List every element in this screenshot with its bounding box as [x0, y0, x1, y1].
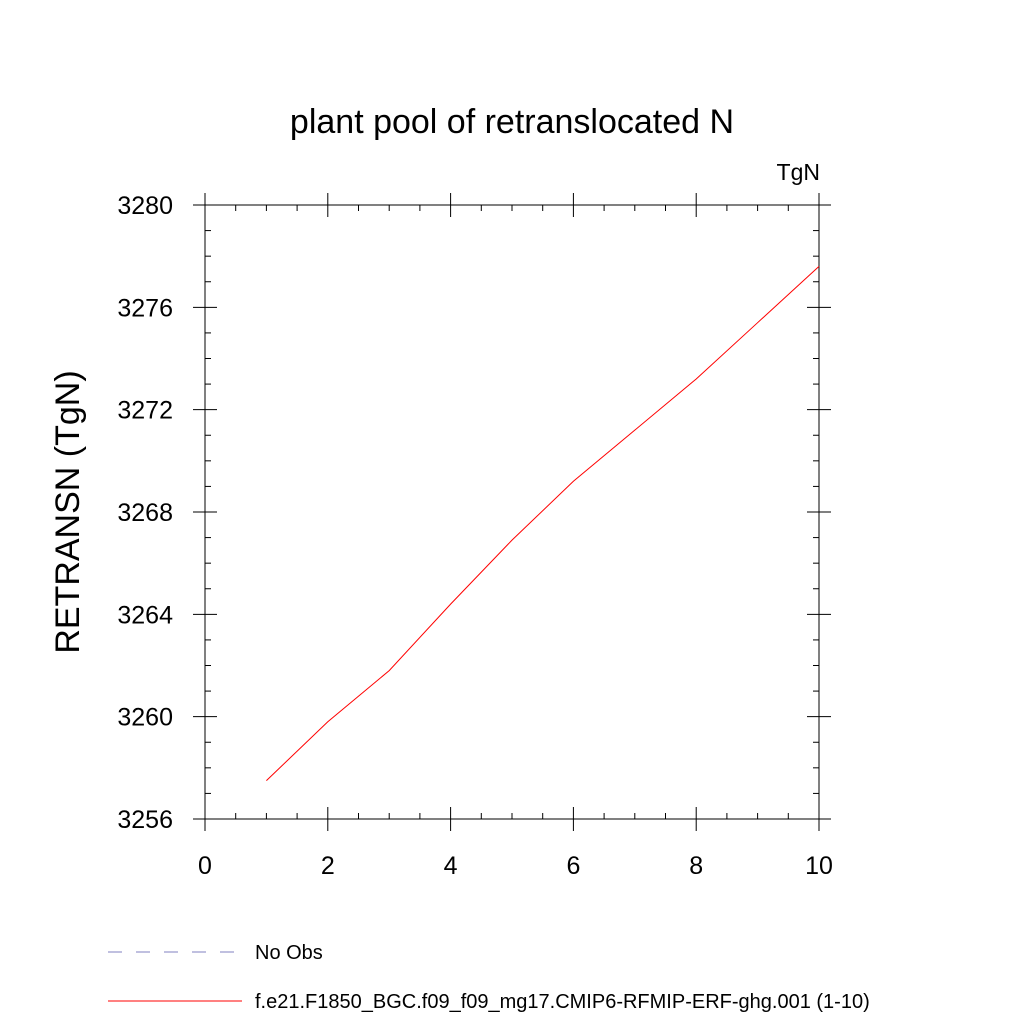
tick-labels: 0 2 4 6 8 10 3256 3260 3264 3268 3272 3276 3280: [117, 192, 833, 880]
y-tick-label: 3280: [117, 192, 173, 220]
legend-label: No Obs: [255, 942, 323, 964]
x-tick-label: 0: [198, 852, 212, 880]
axis-ticks: [193, 193, 831, 831]
x-tick-label: 4: [444, 852, 458, 880]
x-tick-label: 10: [805, 852, 833, 880]
y-tick-label: 3276: [117, 294, 173, 322]
y-tick-label: 3268: [117, 499, 173, 527]
x-tick-label: 8: [689, 852, 703, 880]
x-tick-label: 6: [566, 852, 580, 880]
plot-frame: [204, 204, 820, 820]
legend: No Obs f.e21.F1850_BGC.f09_f09_mg17.CMIP6…: [108, 942, 870, 1013]
legend-label: f.e21.F1850_BGC.f09_f09_mg17.CMIP6-RFMIP…: [255, 991, 870, 1013]
y-tick-label: 3256: [117, 806, 173, 834]
y-tick-label: 3264: [117, 601, 173, 629]
chart-title: plant pool of retranslocated N: [290, 103, 734, 141]
series-line: [266, 266, 820, 781]
y-tick-label: 3272: [117, 397, 173, 425]
units-label: TgN: [777, 159, 820, 185]
data-series: [266, 266, 820, 781]
x-tick-label: 2: [321, 852, 335, 880]
y-axis-label: RETRANSN (TgN): [49, 370, 87, 653]
y-tick-label: 3260: [117, 704, 173, 732]
